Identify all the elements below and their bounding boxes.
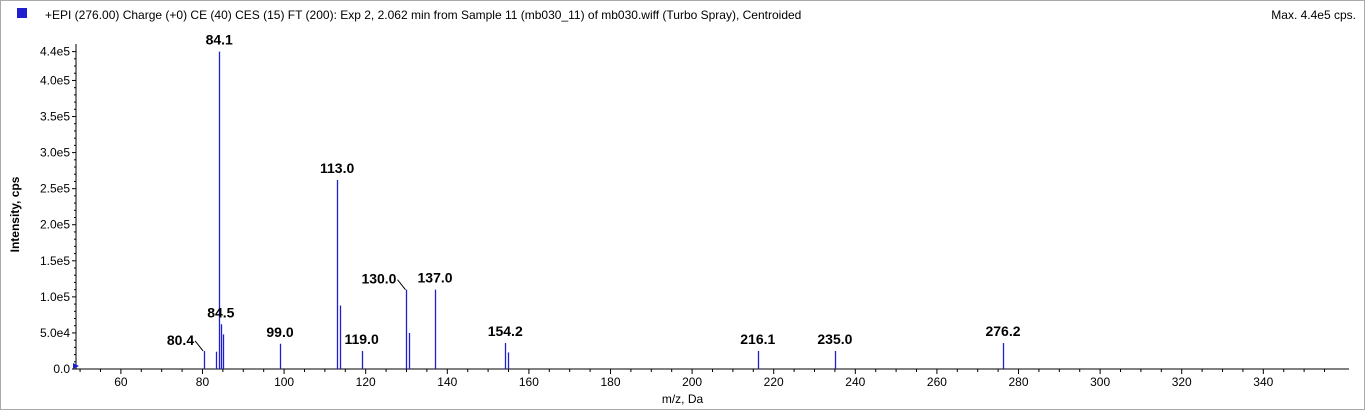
peak-label: 216.1: [740, 331, 775, 347]
peak-label: 137.0: [418, 270, 453, 286]
peak-label: 154.2: [488, 323, 523, 339]
x-tick-label: 100: [274, 375, 294, 389]
x-tick-label: 240: [845, 375, 865, 389]
x-tick-label: 180: [600, 375, 620, 389]
y-tick-label: 4.4e5: [40, 45, 70, 59]
x-tick-label: 220: [764, 375, 784, 389]
spectrum-header: +EPI (276.00) Charge (+0) CE (40) CES (1…: [17, 7, 1356, 23]
peak-label: 113.0: [320, 160, 354, 176]
y-axis-title: Intensity, cps: [8, 176, 22, 252]
spectrum-peaks: [203, 51, 1005, 369]
peak-label: 84.5: [207, 304, 234, 320]
x-tick-label: 260: [927, 375, 947, 389]
x-tick-label: 320: [1172, 375, 1192, 389]
y-tick-label: 5.0e4: [40, 326, 70, 340]
x-tick-label: 140: [437, 375, 457, 389]
peak-labels: 84.1 113.0 130.0 137.0 84.5 80.4 99.0 119.0 154.…: [167, 32, 1021, 352]
legend-swatch[interactable]: [17, 8, 27, 18]
x-axis-ticks: 60 80 100 120 140 160 180 200 220 240 260 280 300 320…: [79, 369, 1326, 389]
x-tick-label: 300: [1090, 375, 1110, 389]
y-axis-ticks: 0.0 5.0e4 1.0e5 1.5e5 2.0e5 2.5e5 3.0e5 3.5e5 4.…: [40, 45, 76, 376]
y-tick-label: 1.5e5: [40, 254, 70, 268]
spectrum-title: +EPI (276.00) Charge (+0) CE (40) CES (1…: [45, 8, 802, 22]
x-tick-label: 340: [1253, 375, 1273, 389]
x-tick-label: 120: [356, 375, 376, 389]
y-tick-label: 2.5e5: [40, 182, 70, 196]
chart-axes: [75, 44, 1349, 370]
x-tick-label: 200: [682, 375, 702, 389]
y-tick-label: 0.0: [53, 362, 70, 376]
x-tick-label: 160: [519, 375, 539, 389]
peak-label: 99.0: [266, 324, 293, 340]
y-tick-label: 4.0e5: [40, 73, 70, 87]
peak-label: 276.2: [985, 323, 1020, 339]
y-tick-label: 3.0e5: [40, 146, 70, 160]
axis-cursor-marker-icon[interactable]: [73, 363, 79, 369]
x-tick-label: 280: [1008, 375, 1028, 389]
peak-label-leader: [194, 340, 204, 352]
x-axis-title: m/z, Da: [662, 392, 704, 406]
max-intensity-label: Max. 4.4e5 cps.: [1271, 8, 1356, 22]
peak-label: 130.0: [361, 271, 396, 287]
y-tick-label: 1.0e5: [40, 290, 70, 304]
y-tick-label: 2.0e5: [40, 218, 70, 232]
peak-label-leader: [397, 279, 406, 290]
y-tick-label: 3.5e5: [40, 110, 70, 124]
x-tick-label: 60: [114, 375, 128, 389]
x-tick-label: 80: [196, 375, 210, 389]
peak-label: 119.0: [344, 331, 378, 347]
peak-label: 235.0: [817, 331, 852, 347]
peak-label: 84.1: [206, 32, 233, 48]
peak-label: 80.4: [167, 332, 194, 348]
